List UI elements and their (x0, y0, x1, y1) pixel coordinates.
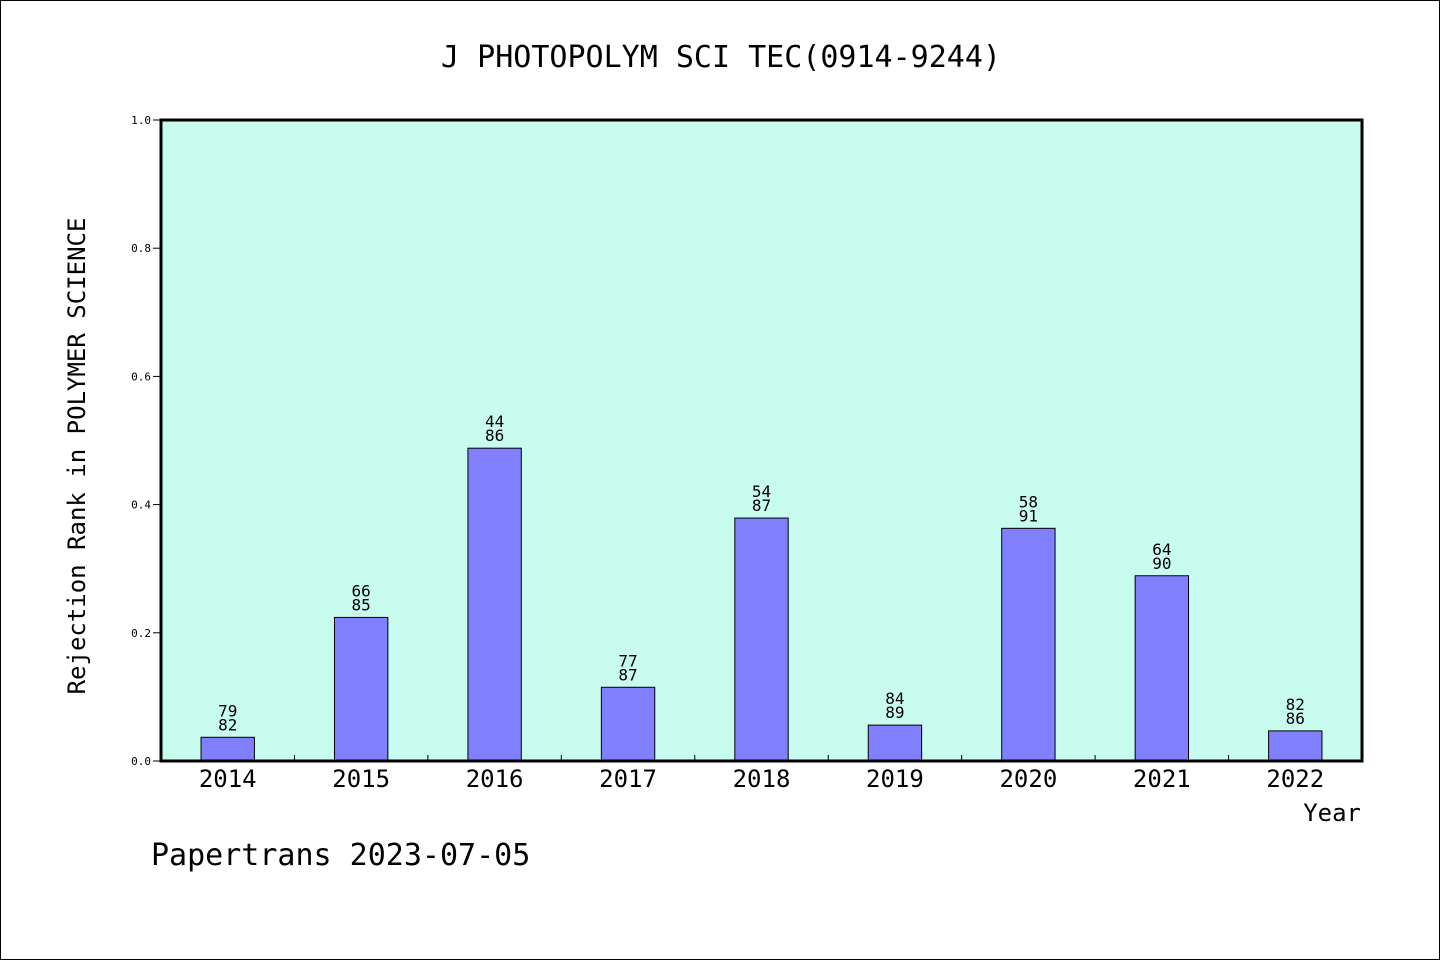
x-tick-label-2021: 2021 (1133, 765, 1191, 793)
bar-label-top-2014: 79 (218, 701, 237, 720)
bar-label-bottom-2022: 86 (1286, 709, 1305, 728)
bar-label-top-2018: 54 (752, 482, 771, 501)
y-tick-label-0.0: 0.0 (131, 755, 151, 768)
bar-2022 (1268, 730, 1323, 762)
x-tick-label-2016: 2016 (466, 765, 524, 793)
bar-label-top-2015: 66 (352, 581, 371, 600)
bar-2014 (200, 736, 255, 762)
bar-label-bottom-2017: 87 (618, 665, 637, 684)
x-tick-label-2022: 2022 (1266, 765, 1324, 793)
bar-label-top-2020: 58 (1019, 492, 1038, 511)
bar-2015 (333, 616, 389, 762)
bar-2019 (867, 724, 923, 762)
bar-label-bottom-2015: 85 (352, 595, 371, 614)
bar-2017 (600, 686, 656, 762)
y-tick-label-0.6: 0.6 (131, 370, 151, 383)
bar-label-top-2017: 77 (618, 651, 637, 670)
y-axis-ticks: 0.0 0.2 0.4 0.6 0.8 1.0 (131, 114, 161, 768)
footer-credit: Papertrans 2023-07-05 (151, 838, 530, 873)
x-tick-label-2014: 2014 (199, 765, 257, 793)
x-axis-label: Year (1303, 799, 1361, 827)
x-tick-label-2020: 2020 (999, 765, 1057, 793)
x-axis-ticks: 2014 2015 2016 2017 2018 2019 2020 2021 2022 (199, 755, 1324, 793)
bars-group (200, 447, 1323, 762)
y-tick-label-1.0: 1.0 (131, 114, 151, 127)
x-tick-label-2017: 2017 (599, 765, 657, 793)
bar-label-bottom-2021: 90 (1152, 554, 1171, 573)
bar-label-bottom-2016: 86 (485, 426, 504, 445)
x-tick-label-2018: 2018 (733, 765, 791, 793)
x-tick-label-2019: 2019 (866, 765, 924, 793)
bar-label-top-2019: 84 (885, 689, 904, 708)
bar-label-top-2016: 44 (485, 412, 504, 431)
x-tick-label-2015: 2015 (332, 765, 390, 793)
plot-border (159, 118, 1364, 763)
bar-label-bottom-2014: 82 (218, 715, 237, 734)
bar-label-top-2022: 82 (1286, 695, 1305, 714)
y-tick-label-0.4: 0.4 (131, 499, 151, 512)
y-tick-label-0.8: 0.8 (131, 242, 151, 255)
bar-label-bottom-2019: 89 (885, 703, 904, 722)
bar-label-bottom-2020: 91 (1019, 506, 1038, 525)
bar-2020 (1001, 527, 1056, 762)
bar-label-bottom-2018: 87 (752, 496, 771, 515)
bar-2016 (467, 447, 522, 762)
y-axis-label: Rejection Rank in POLYMER SCIENCE (63, 218, 91, 695)
bar-2021 (1134, 575, 1190, 762)
bar-label-top-2021: 64 (1152, 540, 1171, 559)
y-tick-label-0.2: 0.2 (131, 627, 151, 640)
bar-2018 (734, 517, 789, 762)
chart-title: J PHOTOPOLYM SCI TEC(0914-9244) (441, 40, 1001, 75)
